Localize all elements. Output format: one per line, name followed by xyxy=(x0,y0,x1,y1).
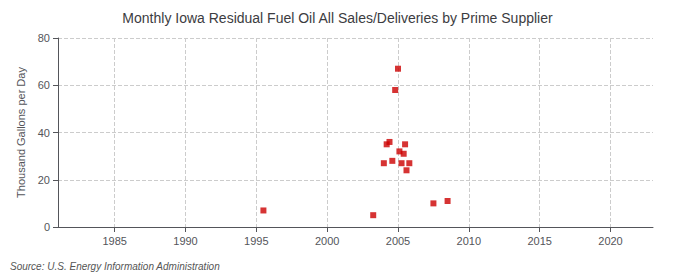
svg-text:80: 80 xyxy=(38,32,50,44)
svg-text:60: 60 xyxy=(38,79,50,91)
svg-text:0: 0 xyxy=(44,221,50,233)
svg-text:2000: 2000 xyxy=(315,235,339,247)
svg-text:2015: 2015 xyxy=(527,235,551,247)
svg-text:Source: U.S. Energy Informatio: Source: U.S. Energy Information Administ… xyxy=(10,261,220,272)
svg-text:2005: 2005 xyxy=(386,235,410,247)
svg-text:1985: 1985 xyxy=(102,235,126,247)
svg-text:1990: 1990 xyxy=(173,235,197,247)
svg-text:40: 40 xyxy=(38,127,50,139)
svg-text:2010: 2010 xyxy=(457,235,481,247)
svg-text:2020: 2020 xyxy=(598,235,622,247)
svg-text:Monthly Iowa Residual Fuel Oil: Monthly Iowa Residual Fuel Oil All Sales… xyxy=(122,10,553,26)
svg-text:Thousand Gallons per Day: Thousand Gallons per Day xyxy=(15,67,27,198)
svg-text:20: 20 xyxy=(38,174,50,186)
svg-text:1995: 1995 xyxy=(244,235,268,247)
